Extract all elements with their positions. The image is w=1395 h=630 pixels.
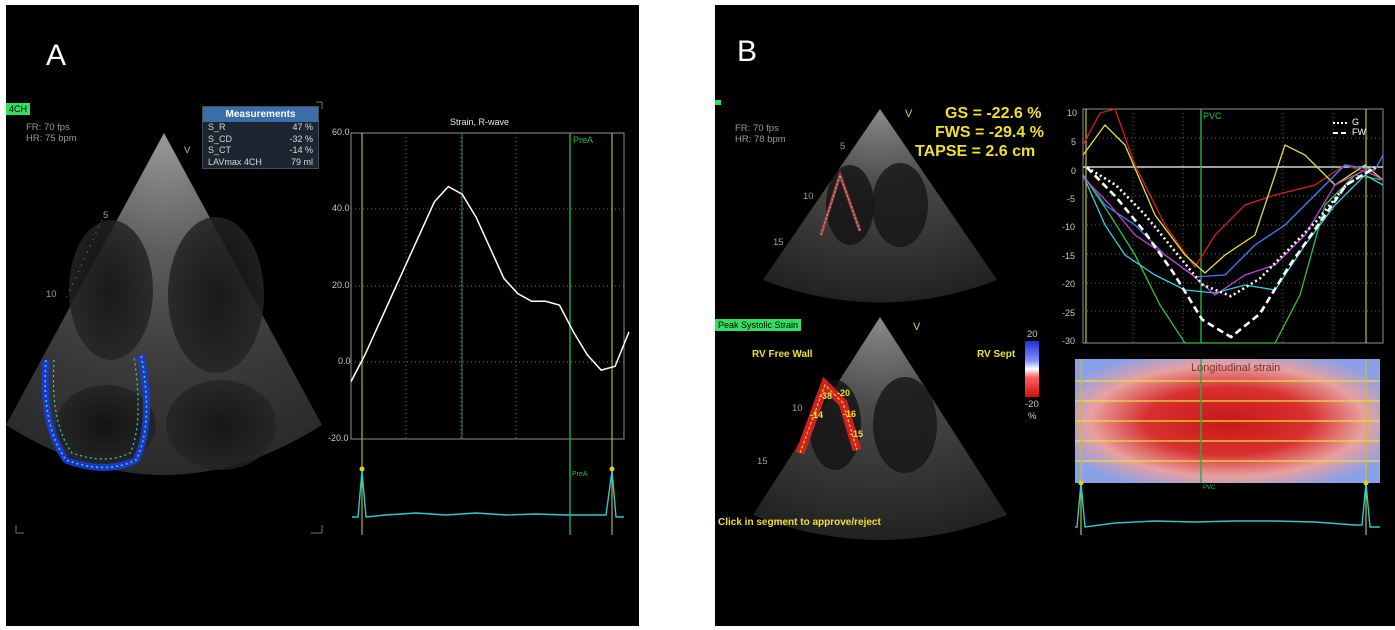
- depth-15-label: 15: [773, 237, 784, 248]
- gs-value: GS = -22.6 %: [945, 105, 1042, 122]
- v-marker: V: [184, 145, 191, 156]
- echo-sector-a: [6, 101, 323, 534]
- ecg-prea-label: PreA: [572, 471, 588, 478]
- depth-10b-label: 10: [792, 403, 803, 414]
- measurement-row: S_R 47 %: [203, 122, 318, 134]
- y-tick-label: -30: [1062, 336, 1076, 346]
- y-tick-label: 60.0: [332, 127, 350, 137]
- measurement-label: S_R: [208, 122, 226, 132]
- depth-15b-label: 15: [757, 456, 768, 467]
- segment-value[interactable]: -16: [843, 409, 857, 419]
- y-tick-label: 0.0: [338, 356, 351, 366]
- measurement-row: S_CT -14 %: [203, 145, 318, 157]
- pvc-marker-label: PVC: [1203, 111, 1222, 121]
- v-marker-bottom: V: [913, 321, 921, 333]
- scale-bottom-label: -20: [1025, 399, 1039, 410]
- measurement-label: LAVmax 4CH: [208, 156, 262, 167]
- panel-a: A 4CH FR: 70 fps HR: 75 bpm V: [6, 5, 639, 626]
- measurement-label: S_CT: [208, 145, 232, 155]
- view-indicator: [715, 100, 721, 105]
- panel-letter: A: [46, 39, 67, 72]
- rv-sept-label: RV Sept: [977, 349, 1016, 360]
- peak-systolic-strain-tag[interactable]: Peak Systolic Strain: [715, 319, 802, 331]
- y-tick-label: 0: [1071, 166, 1077, 176]
- y-tick-label: -20.0: [328, 433, 349, 443]
- y-tick-label: -15: [1062, 251, 1076, 261]
- measurement-value: -14 %: [289, 145, 313, 155]
- depth-10-label: 10: [803, 191, 814, 202]
- legend-g: G: [1352, 117, 1360, 127]
- y-tick-label: -25: [1062, 308, 1076, 318]
- rv-free-wall-label: RV Free Wall: [752, 349, 813, 360]
- strain-curves-chart: [1075, 108, 1384, 535]
- measurement-row: S_CD -32 %: [203, 134, 318, 146]
- measurements-panel: Measurements S_R 47 % S_CD -32 % S_CT -14 %…: [202, 106, 319, 169]
- segment-value[interactable]: -15: [850, 429, 864, 439]
- y-tick-label: -10: [1062, 222, 1076, 232]
- y-tick-label: 20.0: [332, 280, 350, 290]
- fws-value: FWS = -29.4 %: [935, 124, 1044, 141]
- legend-fw: FW: [1352, 127, 1366, 137]
- echo-sectors-b: [753, 109, 1039, 540]
- mmode-pvc-label: PVC: [1203, 485, 1216, 491]
- frame-rate: FR: 70 fps: [735, 123, 779, 134]
- v-marker-top: V: [905, 108, 913, 120]
- measurement-value: 79 ml: [290, 156, 313, 167]
- depth-5-label: 5: [103, 210, 109, 221]
- segment-value[interactable]: -14: [810, 410, 824, 420]
- depth-5-label: 5: [840, 141, 846, 152]
- y-tick-label: -20: [1062, 279, 1076, 289]
- measurements-title: Measurements: [203, 107, 318, 122]
- segment-value[interactable]: -38: [819, 391, 833, 401]
- series-fw-curve: [1086, 166, 1376, 339]
- y-tick-label: 10: [1067, 108, 1078, 118]
- y-tick-label: 40.0: [332, 203, 350, 213]
- heart-rate: HR: 75 bpm: [26, 133, 77, 144]
- strain-curve: [350, 185, 630, 382]
- segment-value[interactable]: -20: [837, 388, 851, 398]
- measurement-label: S_CD: [208, 133, 233, 144]
- strain-chart-title: Strain, R-wave: [450, 117, 510, 127]
- tapse-value: TAPSE = 2.6 cm: [915, 143, 1036, 160]
- panel-b: B FR: 70 fps HR: 78 bpm: [715, 5, 1395, 626]
- depth-10-label: 10: [46, 289, 57, 300]
- view-tag: 4CH: [6, 103, 31, 115]
- mmode-title: Longitudinal strain: [1191, 362, 1281, 374]
- measurement-value: 47 %: [292, 122, 313, 132]
- strain-chart: [350, 132, 630, 535]
- series-g-curve: [1086, 166, 1376, 298]
- measurement-value: -32 %: [289, 133, 313, 144]
- heart-rate: HR: 78 bpm: [735, 134, 786, 145]
- measurement-row: LAVmax 4CH 79 ml: [203, 157, 318, 169]
- instruction-text: Click in segment to approve/reject: [718, 517, 881, 528]
- y-tick-label: -5: [1067, 194, 1076, 204]
- frame-rate: FR: 70 fps: [26, 122, 70, 133]
- prea-marker-label: PreA: [573, 135, 594, 145]
- y-tick-label: 5: [1071, 137, 1077, 147]
- scale-unit-label: %: [1028, 411, 1037, 422]
- panel-letter: B: [737, 35, 758, 68]
- scale-top-label: 20: [1027, 329, 1038, 340]
